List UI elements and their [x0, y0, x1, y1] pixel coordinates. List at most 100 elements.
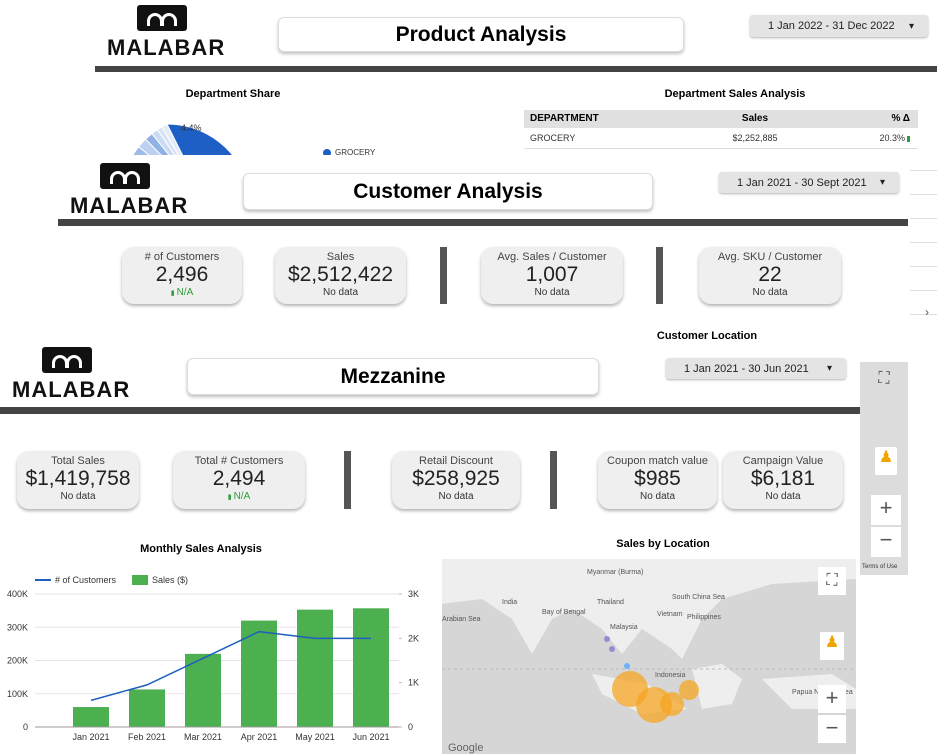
trend-up-icon [907, 136, 910, 142]
map-place-label: Vietnam [657, 611, 683, 618]
kpi-value: 2,494 [212, 467, 266, 490]
map-place-label: Indonesia [655, 672, 685, 679]
location-bubble [624, 663, 630, 669]
y2-tick-label: 2K [408, 633, 419, 643]
map-brand: Google [448, 742, 483, 754]
y2-tick-label: 0 [408, 722, 413, 732]
kpi-label: Retail Discount [419, 455, 493, 467]
logo-icon [42, 347, 92, 373]
legend-swatch [323, 149, 331, 157]
pie-title: Department Share [185, 88, 281, 100]
x-tick-label: Apr 2021 [241, 732, 278, 742]
kpi-note: No data [639, 491, 676, 502]
date-range-picker[interactable]: 1 Jan 2021 - 30 Sept 2021 [719, 172, 899, 193]
kpi-note: No data [322, 287, 359, 298]
table-cell: 20.3% [879, 133, 905, 143]
location-bubble [609, 646, 615, 652]
map-place-label: Thailand [597, 599, 624, 606]
y2-tick-label: 3K [408, 589, 419, 599]
map: India Myanmar (Burma) Thailand Vietnam Phili… [442, 559, 856, 754]
legend-label: Sales ($) [152, 575, 188, 585]
zoom-in-button[interactable]: + [818, 685, 846, 713]
bar [185, 653, 221, 727]
location-bubble [636, 687, 672, 723]
logo: MALABAR [12, 377, 131, 402]
line [90, 630, 371, 702]
kpi-label: # of Customers [144, 251, 220, 263]
land [442, 559, 856, 659]
y-tick-label: 100K [7, 689, 28, 699]
kpi-label: Avg. SKU / Customer [717, 251, 823, 263]
kpi-label: Total # Customers [194, 455, 284, 467]
y-tick-label: 400K [7, 589, 28, 599]
table-rule [910, 218, 937, 219]
kpi-value: 22 [758, 263, 782, 286]
legend-label: GROCERY [335, 148, 376, 157]
y2-tick-label: 1K [408, 678, 419, 688]
zoom-in-button[interactable]: + [871, 495, 901, 525]
fullscreen-button[interactable]: ⛶ [878, 370, 890, 387]
zoom-out-button[interactable]: − [818, 715, 846, 743]
y-tick-label: 300K [7, 622, 28, 632]
kpi-label: Coupon match value [607, 455, 708, 467]
bar [73, 707, 109, 727]
legend-swatch [132, 575, 149, 585]
header-rule [58, 219, 908, 226]
kpi-card: Total # Customers 2,494 ▮ N/A [173, 451, 305, 509]
x-tick-label: May 2021 [295, 732, 335, 742]
kpi-value: 2,496 [155, 263, 209, 286]
page-title: Mezzanine [187, 358, 599, 395]
kpi-label: Sales [326, 251, 355, 263]
map-canvas: India Myanmar (Burma) Thailand Vietnam Phili… [442, 559, 856, 754]
chart-title: Monthly Sales Analysis [140, 543, 262, 555]
logo-icon [100, 163, 150, 189]
trend-up-icon: ▮ [170, 290, 177, 297]
header-rule [0, 407, 860, 414]
table-rule [910, 194, 937, 195]
street-view-button[interactable]: ♟ [875, 447, 897, 475]
kpi-note: No data [752, 287, 788, 298]
separator [344, 451, 351, 509]
chart: Monthly Sales Analysis 0 100K 200K 300K 400K 0… [7, 543, 419, 742]
x-tick-label: Feb 2021 [128, 732, 166, 742]
next-page-button[interactable]: › [925, 305, 929, 319]
kpi-value: $6,181 [750, 467, 816, 490]
kpi-label: Avg. Sales / Customer [497, 251, 607, 263]
bar [129, 689, 165, 727]
y-tick-label: 0 [23, 722, 28, 732]
page-title: Product Analysis [278, 17, 684, 52]
section-title: Customer Location [656, 330, 758, 342]
kpi-note: No data [765, 491, 801, 502]
separator [656, 247, 663, 304]
map-place-label: South China Sea [672, 594, 725, 601]
kpi-value: $258,925 [412, 467, 500, 490]
table-header: % Δ [891, 113, 911, 124]
date-range-picker[interactable]: 1 Jan 2021 - 30 Jun 2021 [666, 358, 846, 379]
table-cell: GROCERY [530, 133, 576, 143]
x-tick-label: Jun 2021 [352, 732, 389, 742]
kpi-card: Total Sales $1,419,758 No data [17, 451, 139, 509]
map-place-label: Bay of Bengal [542, 609, 586, 616]
kpi-card: Retail Discount $258,925 No data [392, 451, 520, 509]
zoom-out-button[interactable]: − [871, 527, 901, 557]
table-rule [910, 314, 937, 315]
logo: MALABAR [107, 35, 226, 60]
kpi-note: ▮ N/A [227, 491, 251, 502]
map-title: Sales by Location [616, 538, 710, 550]
map-place-label: Malaysia [610, 624, 638, 631]
street-view-button[interactable]: ♟ [820, 632, 844, 660]
map-place-label: Myanmar (Burma) [587, 569, 643, 576]
legend-label: # of Customers [55, 575, 117, 585]
kpi-card: Sales $2,512,422 No data [275, 247, 406, 304]
date-range-picker[interactable]: 1 Jan 2022 - 31 Dec 2022 [750, 15, 928, 37]
pie-slice [166, 123, 241, 165]
kpi-card: Avg. SKU / Customer 22 No data [699, 247, 841, 304]
fullscreen-button[interactable]: ⛶ [818, 567, 846, 595]
kpi-note: No data [60, 491, 96, 502]
mezzanine-dashboard: MALABAR Mezzanine 1 Jan 2021 - 30 Jun 2021… [0, 342, 860, 754]
kpi-card: # of Customers 2,496 ▮ N/A [122, 247, 242, 304]
table-title: Department Sales Analysis [664, 88, 806, 100]
table-rule [910, 242, 937, 243]
map-place-label: Philippines [687, 614, 721, 621]
separator [440, 247, 447, 304]
